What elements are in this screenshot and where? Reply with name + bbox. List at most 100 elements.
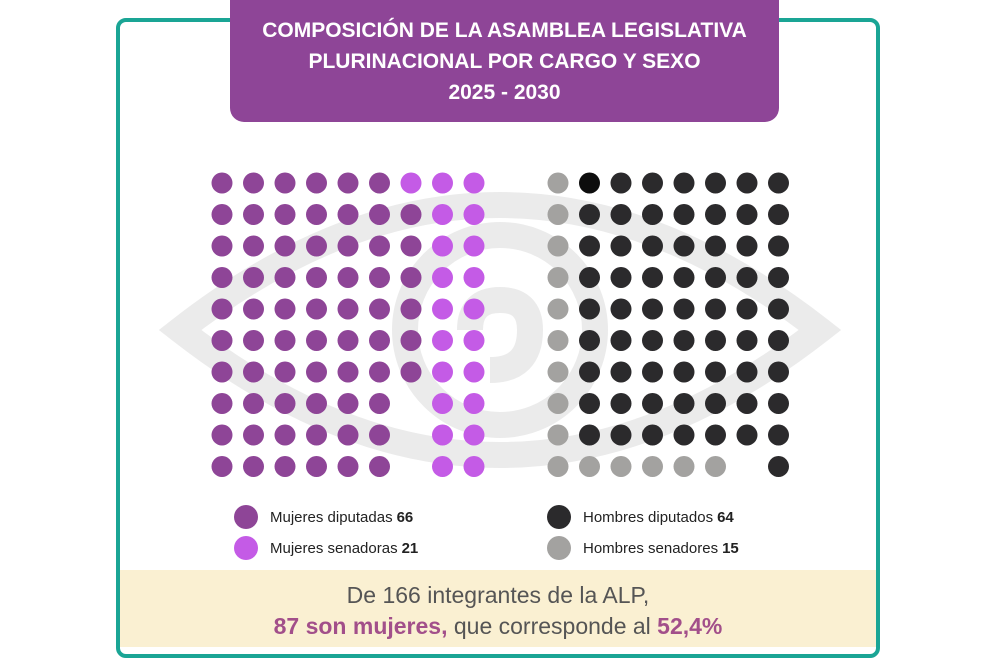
dot-hombre-senador xyxy=(547,267,569,288)
dot-mujer-senadora xyxy=(432,361,453,383)
dot-mujer-diputada xyxy=(337,172,359,194)
dot-mujer-diputada xyxy=(243,361,264,383)
dot-mujer-senadora xyxy=(463,424,485,446)
summary-line-1: De 166 integrantes de la ALP, xyxy=(346,582,650,608)
dot-mujer-diputada xyxy=(306,298,327,320)
legend-swatch xyxy=(234,536,258,560)
dot-hombre-diputado xyxy=(673,267,695,288)
dot-mujer-diputada xyxy=(243,267,264,288)
dot-mujer-diputada xyxy=(337,393,359,414)
legend-value: 64 xyxy=(717,508,734,526)
legend-mujeres-senadoras: Mujeres senadoras 21 xyxy=(234,536,418,560)
dot-hombre-diputado xyxy=(673,361,695,383)
dot-hombre-diputado xyxy=(642,235,663,257)
dot-mujer-senadora xyxy=(463,330,485,351)
dot-mujer-senadora xyxy=(432,456,453,477)
dot-hombre-diputado xyxy=(705,330,726,351)
dot-mujer-diputada xyxy=(211,456,233,477)
dot-hombre-diputado xyxy=(705,204,726,225)
dot-hombre-diputado xyxy=(736,424,758,446)
legend-mujeres-diputadas: Mujeres diputadas 66 xyxy=(234,505,413,529)
dot-hombre-diputado xyxy=(705,235,726,257)
dot-mujer-diputada xyxy=(306,424,327,446)
dot-mujer-senadora xyxy=(432,393,453,414)
legend-label: Mujeres senadoras xyxy=(270,539,398,557)
dot-mujer-diputada xyxy=(337,424,359,446)
dot-mujer-diputada xyxy=(369,330,390,351)
dot-mujer-senadora xyxy=(463,456,485,477)
dot-mujer-diputada xyxy=(369,361,390,383)
dot-mujer-diputada xyxy=(211,330,233,351)
dot-mujer-diputada xyxy=(243,456,264,477)
dot-hombre-diputado xyxy=(673,172,695,194)
dot-hombre-diputado xyxy=(736,361,758,383)
dot-hombre-diputado xyxy=(768,456,789,477)
dot-mujer-diputada xyxy=(211,298,233,320)
dot-hombre-senador xyxy=(610,456,632,477)
dot-mujer-diputada xyxy=(400,267,422,288)
dot-mujer-diputada xyxy=(306,456,327,477)
dot-hombre-senador xyxy=(547,235,569,257)
dot-mujer-diputada xyxy=(306,204,327,225)
dot-hombre-diputado xyxy=(768,172,789,194)
dot-hombre-diputado xyxy=(610,235,632,257)
dot-hombre-diputado xyxy=(705,172,726,194)
summary-women-count: 87 son mujeres, xyxy=(273,613,448,639)
dot-hombre-diputado xyxy=(768,393,789,414)
legend-value: 15 xyxy=(722,539,739,557)
dot-mujer-diputada xyxy=(306,172,327,194)
dot-mujer-diputada xyxy=(400,361,422,383)
dot-hombre-diputado xyxy=(610,393,632,414)
dot-hombre-diputado xyxy=(579,393,600,414)
legend-swatch xyxy=(547,505,571,529)
dot-hombre-diputado xyxy=(673,204,695,225)
dot-hombre-diputado xyxy=(610,267,632,288)
dot-mujer-senadora xyxy=(432,235,453,257)
dot-mujer-diputada xyxy=(211,393,233,414)
dot-hombre-senador xyxy=(547,456,569,477)
dot-mujer-diputada xyxy=(337,235,359,257)
dot-hombre-diputado xyxy=(736,330,758,351)
title-line-3: 2025 - 2030 xyxy=(448,81,561,104)
dot-mujer-diputada xyxy=(243,204,264,225)
dot-mujer-diputada xyxy=(369,424,390,446)
dot-hombre-diputado xyxy=(579,330,600,351)
dot-hombre-diputado xyxy=(705,298,726,320)
dot-hombre-diputado xyxy=(642,172,663,194)
dot-hombre-diputado xyxy=(705,361,726,383)
dot-hombre-senador xyxy=(642,456,663,477)
dot-hombre-diputado xyxy=(736,393,758,414)
dot-hombre-diputado xyxy=(736,267,758,288)
dot-mujer-diputada xyxy=(306,235,327,257)
dot-mujer-senadora xyxy=(432,204,453,225)
dot-hombre-senador xyxy=(547,361,569,383)
dot-mujer-senadora xyxy=(463,298,485,320)
dot-hombre-diputado xyxy=(579,424,600,446)
dot-mujer-diputada xyxy=(243,298,264,320)
dot-hombre-diputado xyxy=(736,172,758,194)
dot-mujer-diputada xyxy=(369,235,390,257)
dot-mujer-diputada xyxy=(211,235,233,257)
dot-hombre-diputado xyxy=(768,204,789,225)
dot-mujer-diputada xyxy=(211,267,233,288)
chart-title: COMPOSICIÓN DE LA ASAMBLEA LEGISLATIVA P… xyxy=(230,0,779,122)
dot-hombre-diputado xyxy=(610,330,632,351)
dot-mujer-diputada xyxy=(369,393,390,414)
legend-swatch xyxy=(547,536,571,560)
dot-mujer-diputada xyxy=(243,235,264,257)
dot-mujer-diputada xyxy=(274,267,296,288)
dot-hombre-diputado xyxy=(768,424,789,446)
dot-mujer-senadora xyxy=(432,267,453,288)
dot-mujer-diputada xyxy=(243,172,264,194)
dot-hombre-diputado xyxy=(736,298,758,320)
dot-mujer-diputada xyxy=(274,456,296,477)
dot-hombre-diputado xyxy=(768,235,789,257)
title-line-1: COMPOSICIÓN DE LA ASAMBLEA LEGISLATIVA xyxy=(262,19,747,42)
dot-hombre-diputado xyxy=(705,393,726,414)
dot-mujer-senadora xyxy=(463,393,485,414)
dot-mujer-diputada xyxy=(337,361,359,383)
dot-mujer-diputada xyxy=(369,267,390,288)
dot-mujer-senadora xyxy=(463,267,485,288)
dot-mujer-diputada xyxy=(400,235,422,257)
